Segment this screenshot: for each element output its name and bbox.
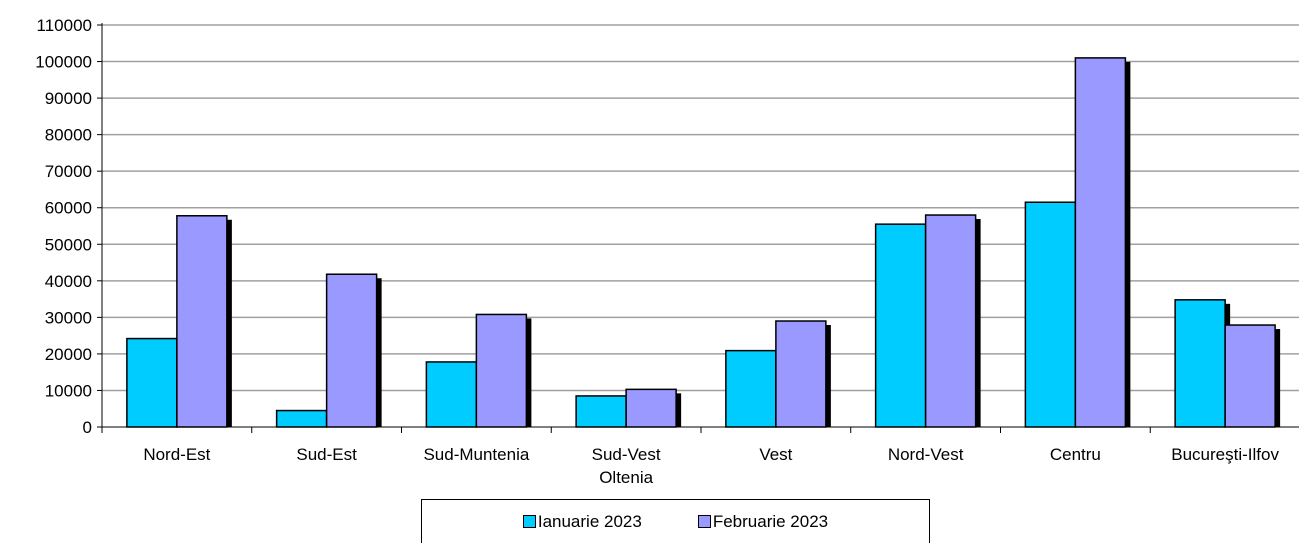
y-tick-label: 30000	[45, 308, 92, 327]
x-tick-label: Bucureşti-Ilfov	[1171, 445, 1279, 464]
y-tick-label: 90000	[45, 89, 92, 108]
bar	[325, 273, 378, 428]
bar	[176, 215, 228, 428]
x-tick-label: Sud-Est	[296, 445, 357, 464]
bar	[1224, 324, 1276, 428]
legend-label-ianuarie: Ianuarie 2023	[537, 511, 642, 531]
legend-item-ianuarie: Ianuarie 2023	[522, 511, 642, 532]
bar	[475, 313, 528, 428]
legend-label-februarie: Februarie 2023	[712, 511, 829, 531]
x-tick-label: Sud-Muntenia	[423, 445, 529, 464]
bar	[1174, 299, 1226, 428]
bar	[1074, 57, 1127, 428]
y-axis-ticks: 0 10000 20000 30000 40000 50000 60000 70000 8000…	[35, 16, 102, 437]
bar	[575, 395, 627, 428]
x-tick-label: Nord-Est	[143, 445, 210, 464]
bar	[126, 337, 178, 428]
legend-swatch-februarie	[697, 515, 711, 528]
legend: Ianuarie 2023 Februarie 2023	[421, 499, 930, 543]
x-axis-labels: Nord-Est Sud-Est Sud-Muntenia Sud-Vest Olten…	[101, 427, 1279, 487]
y-tick-label: 50000	[45, 235, 92, 254]
bar	[1024, 201, 1077, 428]
y-tick-label: 20000	[45, 345, 92, 364]
x-tick-label: Sud-Vest	[592, 445, 661, 464]
bar	[775, 320, 827, 428]
bars	[126, 57, 1281, 428]
bar	[275, 409, 328, 428]
bar	[924, 214, 977, 428]
y-tick-label: 80000	[45, 126, 92, 145]
bar	[874, 223, 927, 428]
bar	[625, 388, 677, 428]
x-tick-label: Vest	[759, 445, 792, 464]
legend-item-februarie: Februarie 2023	[697, 511, 829, 532]
y-tick-label: 10000	[45, 381, 92, 400]
y-tick-label: 110000	[37, 16, 92, 35]
legend-swatch-ianuarie	[522, 515, 536, 528]
x-tick-label-line2: Oltenia	[599, 468, 653, 487]
y-tick-label: 40000	[45, 272, 92, 291]
y-tick-label: 60000	[45, 199, 92, 218]
y-tick-label: 0	[83, 418, 92, 437]
x-tick-label: Nord-Vest	[888, 445, 964, 464]
y-tick-label: 100000	[35, 53, 92, 72]
x-tick-label: Centru	[1050, 445, 1101, 464]
y-tick-label: 70000	[45, 162, 92, 181]
bar	[425, 361, 478, 428]
bar	[725, 349, 777, 428]
